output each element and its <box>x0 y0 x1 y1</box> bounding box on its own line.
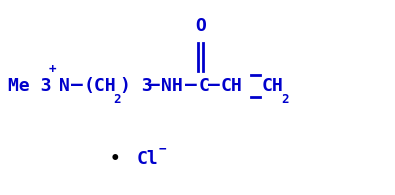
Text: •: • <box>109 151 120 168</box>
Text: —: — <box>148 75 160 94</box>
Text: +: + <box>49 63 56 76</box>
Text: Me 3: Me 3 <box>8 77 51 95</box>
Text: NH: NH <box>161 77 183 95</box>
Text: —: — <box>208 75 220 94</box>
Text: ) 3: ) 3 <box>120 77 153 95</box>
Text: CH: CH <box>261 77 283 95</box>
Text: CH: CH <box>221 77 243 95</box>
Text: —: — <box>185 75 197 94</box>
Text: Cl: Cl <box>137 151 158 168</box>
Text: N: N <box>59 77 70 95</box>
Text: 2: 2 <box>281 93 288 106</box>
Text: −: − <box>159 142 166 155</box>
Text: O: O <box>195 17 206 35</box>
Text: C: C <box>199 77 210 95</box>
Text: —: — <box>71 75 83 94</box>
Text: 2: 2 <box>114 93 121 106</box>
Text: (CH: (CH <box>83 77 116 95</box>
